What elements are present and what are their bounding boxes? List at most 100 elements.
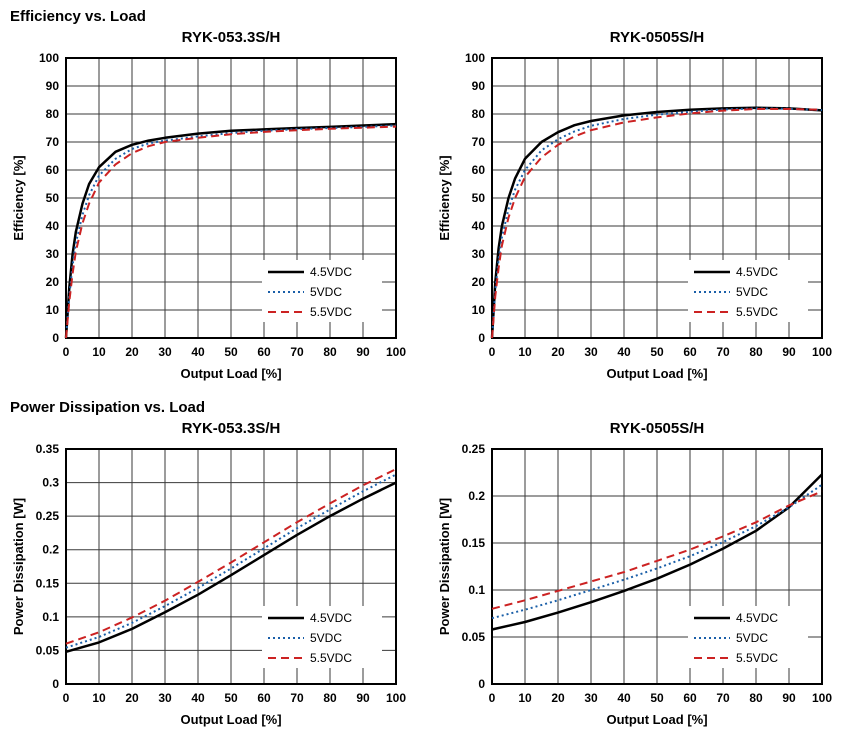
y-tick-label: 90	[46, 79, 60, 93]
y-tick-label: 0	[52, 331, 59, 345]
legend-label: 5VDC	[736, 631, 768, 645]
legend-label: 5VDC	[310, 631, 342, 645]
x-tick-label: 80	[749, 691, 763, 705]
x-tick-label: 30	[158, 691, 172, 705]
y-tick-label: 0.1	[468, 583, 485, 597]
power-dissipation-charts-row: RYK-053.3S/H 0 10 20 30 40 50 60 70 80 90 100 0 0.05…	[10, 420, 834, 737]
series-line-4.5VDC	[491, 473, 823, 631]
x-tick-label: 40	[191, 691, 205, 705]
chart-power-ryk-0505: RYK-0505S/H 0 10 20 30 40 50 60 70 80 90 100 0 0.05 0…	[436, 420, 834, 737]
y-tick-label: 80	[472, 107, 486, 121]
y-axis-label: Power Dissipation [W]	[11, 498, 26, 635]
chart-title: RYK-053.3S/H	[181, 420, 281, 437]
series-line-5VDC	[65, 473, 397, 649]
legend-label: 5.5VDC	[736, 651, 778, 665]
y-tick-label: 40	[46, 219, 60, 233]
x-tick-label: 50	[650, 345, 664, 359]
legend-label: 4.5VDC	[736, 611, 778, 625]
chart-canvas-power-ryk-0533: 0 10 20 30 40 50 60 70 80 90 100 0 0.05 0.1 0.15 0.2 0.2…	[10, 439, 408, 737]
x-axis-label: Output Load [%]	[180, 366, 281, 381]
x-tick-label: 20	[125, 691, 139, 705]
x-tick-label: 90	[356, 691, 370, 705]
x-tick-label: 70	[290, 691, 304, 705]
x-tick-label: 70	[290, 345, 304, 359]
legend-label: 4.5VDC	[736, 265, 778, 279]
chart-svg: 0 10 20 30 40 50 60 70 80 90 100 0 10 20 30 40 50 60 70 80 9…	[11, 51, 406, 381]
x-tick-label: 70	[716, 691, 730, 705]
section-title-efficiency: Efficiency vs. Load	[10, 8, 146, 25]
chart-power-ryk-0533: RYK-053.3S/H 0 10 20 30 40 50 60 70 80 90 100 0 0.05…	[10, 420, 408, 737]
x-tick-label: 50	[224, 345, 238, 359]
x-tick-label: 80	[323, 691, 337, 705]
y-tick-label: 0	[52, 677, 59, 691]
chart-efficiency-ryk-0533: RYK-053.3S/H 0 10 20 30 40 50 60 70 80 90 100 0 10 20…	[10, 29, 408, 391]
chart-title: RYK-0505S/H	[609, 29, 705, 46]
y-tick-label: 80	[46, 107, 60, 121]
x-tick-label: 20	[551, 345, 565, 359]
y-axis-label: Power Dissipation [W]	[437, 498, 452, 635]
series-line-5.5VDC	[65, 468, 397, 645]
x-tick-label: 50	[224, 691, 238, 705]
y-axis-label: Efficiency [%]	[11, 155, 26, 240]
x-tick-label: 30	[584, 691, 598, 705]
x-tick-label: 60	[683, 345, 697, 359]
section-title-power-dissipation: Power Dissipation vs. Load	[10, 399, 206, 416]
chart-svg: 0 10 20 30 40 50 60 70 80 90 100 0 10 20 30 40 50 60 70 80 9…	[437, 51, 832, 381]
chart-title: RYK-0505S/H	[609, 420, 705, 437]
series-line-5.5VDC	[491, 108, 823, 339]
y-tick-label: 0.25	[462, 442, 486, 456]
chart-canvas-efficiency-ryk-0533: 0 10 20 30 40 50 60 70 80 90 100 0 10 20 30 40 50 60 70 80 9…	[10, 48, 408, 391]
efficiency-charts-row: RYK-053.3S/H 0 10 20 30 40 50 60 70 80 90 100 0 10 20…	[10, 29, 834, 391]
series-line-4.5VDC	[65, 481, 397, 654]
x-tick-label: 60	[257, 691, 271, 705]
legend-label: 5.5VDC	[310, 651, 352, 665]
x-tick-label: 70	[716, 345, 730, 359]
y-tick-label: 30	[472, 247, 486, 261]
x-axis-label: Output Load [%]	[606, 712, 707, 727]
series-line-4.5VDC	[490, 106, 823, 339]
y-tick-label: 0.1	[42, 610, 59, 624]
x-tick-label: 100	[812, 691, 832, 705]
plot-border	[65, 57, 397, 339]
series-line-5VDC	[491, 483, 823, 620]
y-tick-label: 0.05	[462, 630, 486, 644]
x-tick-label: 10	[518, 691, 532, 705]
y-tick-label: 40	[472, 219, 486, 233]
x-tick-label: 10	[518, 345, 532, 359]
x-tick-label: 90	[782, 345, 796, 359]
x-tick-label: 0	[489, 691, 496, 705]
y-tick-label: 60	[46, 163, 60, 177]
y-tick-label: 70	[46, 135, 60, 149]
y-tick-label: 0.2	[42, 543, 59, 557]
y-tick-label: 0.35	[36, 442, 60, 456]
x-tick-label: 0	[489, 345, 496, 359]
x-tick-label: 60	[683, 691, 697, 705]
plot-border	[65, 448, 397, 685]
x-tick-label: 90	[356, 345, 370, 359]
legend-label: 5.5VDC	[310, 305, 352, 319]
y-tick-label: 0.3	[42, 476, 59, 490]
y-tick-label: 90	[472, 79, 486, 93]
series-line-4.5VDC	[64, 122, 397, 339]
x-tick-label: 0	[63, 691, 70, 705]
chart-efficiency-ryk-0505: RYK-0505S/H 0 10 20 30 40 50 60 70 80 90 100 0 10 20 3…	[436, 29, 834, 391]
y-tick-label: 0.15	[462, 536, 486, 550]
y-tick-label: 0.05	[36, 643, 60, 657]
x-axis-label: Output Load [%]	[180, 712, 281, 727]
chart-svg: 0 10 20 30 40 50 60 70 80 90 100 0 0.05 0.1 0.15 0.2 0.2…	[437, 442, 832, 727]
legend-label: 4.5VDC	[310, 265, 352, 279]
y-tick-label: 0	[478, 331, 485, 345]
series-line-5.5VDC	[65, 125, 397, 339]
chart-canvas-power-ryk-0505: 0 10 20 30 40 50 60 70 80 90 100 0 0.05 0.1 0.15 0.2 0.2…	[436, 439, 834, 737]
y-tick-label: 60	[472, 163, 486, 177]
plot-border	[491, 448, 823, 685]
x-tick-label: 30	[158, 345, 172, 359]
y-tick-label: 10	[472, 303, 486, 317]
x-tick-label: 90	[782, 691, 796, 705]
y-tick-label: 70	[472, 135, 486, 149]
series-line-5.5VDC	[491, 490, 823, 610]
x-tick-label: 0	[63, 345, 70, 359]
y-tick-label: 10	[46, 303, 60, 317]
y-tick-label: 30	[46, 247, 60, 261]
